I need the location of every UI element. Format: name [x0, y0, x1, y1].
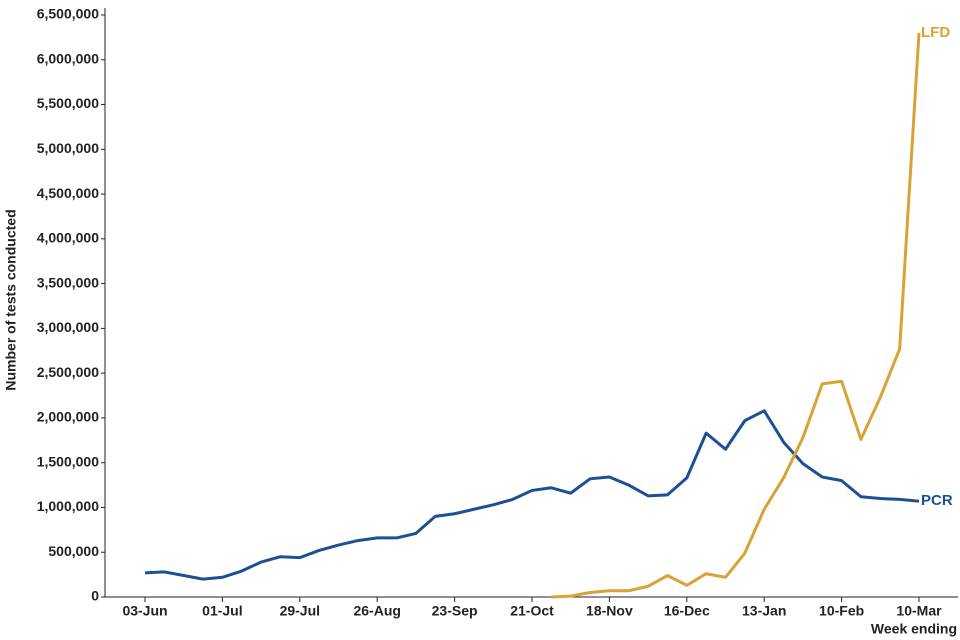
series-label: LFD [921, 24, 950, 41]
x-axis-label: Week ending [871, 621, 957, 637]
line-series [551, 32, 921, 599]
y-tick-label: 5,000,000 [37, 140, 99, 156]
y-tick-label: 1,500,000 [37, 453, 99, 469]
y-tick-label: 3,000,000 [37, 319, 99, 335]
x-tick-label: 23-Sep [432, 603, 478, 619]
y-axis-label: Number of tests conducted [3, 209, 19, 390]
y-tick-label: 3,500,000 [37, 274, 99, 290]
x-tick-label: 01-Jul [202, 603, 242, 619]
x-tick-label: 21-Oct [510, 603, 554, 619]
y-tick-label: 0 [91, 588, 99, 604]
x-tick-label: 29-Jul [280, 603, 320, 619]
x-tick-label: 26-Aug [353, 603, 400, 619]
y-tick-label: 2,500,000 [37, 364, 99, 380]
x-tick-label: 16-Dec [664, 603, 710, 619]
series-label: PCR [921, 492, 953, 509]
x-tick-label: 10-Feb [819, 603, 864, 619]
x-tick-label: 03-Jun [122, 603, 167, 619]
x-tick-label: 18-Nov [586, 603, 633, 619]
y-tick-label: 5,500,000 [37, 95, 99, 111]
y-tick-label: 6,500,000 [37, 6, 99, 22]
y-tick-label: 500,000 [48, 543, 99, 559]
y-tick-label: 2,000,000 [37, 409, 99, 425]
y-tick-label: 4,500,000 [37, 185, 99, 201]
y-tick-label: 4,000,000 [37, 230, 99, 246]
y-tick-label: 6,000,000 [37, 50, 99, 66]
y-tick-label: 1,000,000 [37, 498, 99, 514]
x-tick-label: 10-Mar [896, 603, 942, 619]
line-series [144, 409, 920, 581]
x-tick-label: 13-Jan [742, 603, 786, 619]
